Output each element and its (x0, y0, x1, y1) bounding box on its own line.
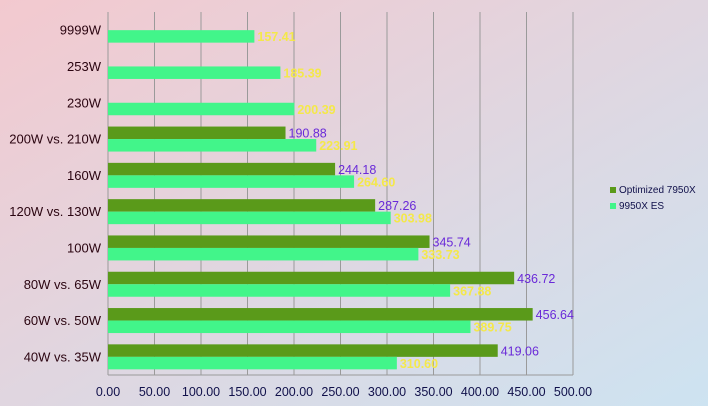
category-label: 100W (67, 240, 102, 255)
legend-label: Optimized 7950X (619, 185, 696, 196)
category-label: 9999W (60, 23, 102, 38)
data-label: 333.73 (421, 248, 459, 262)
data-label: 345.74 (433, 235, 471, 249)
x-tick-label: 200.00 (275, 385, 313, 399)
data-label: 190.88 (289, 127, 327, 141)
bar-9950x-es (108, 247, 419, 261)
data-label: 310.60 (400, 357, 438, 371)
bar-9950x-es (108, 30, 255, 43)
x-tick-label: 100.00 (182, 385, 220, 399)
x-tick-label: 350.00 (414, 385, 452, 399)
category-label: 200W vs. 210W (9, 132, 101, 147)
data-label: 244.18 (338, 163, 376, 177)
bar-9950x-es (108, 320, 471, 334)
bar-9950x-es (108, 284, 451, 297)
x-tick-label: 450.00 (507, 385, 545, 399)
category-label: 253W (67, 59, 102, 74)
x-axis: 0.00 50.00 100.00 150.00 200.00 250.00 300.00 3… (96, 385, 592, 399)
data-label: 287.26 (378, 199, 416, 213)
bar-9950x-es (108, 102, 295, 116)
category-label: 40W vs. 35W (24, 349, 102, 364)
x-tick-label: 500.00 (554, 385, 592, 399)
data-label: 264.60 (357, 175, 395, 189)
bar-optimized-7950x (108, 344, 498, 357)
bar-9950x-es (108, 211, 391, 225)
data-label: 419.06 (501, 344, 539, 358)
x-tick-label: 150.00 (228, 385, 266, 399)
bar-optimized-7950x (108, 199, 376, 212)
bar-optimized-7950x (108, 271, 515, 285)
y-axis: 9999W 253W 230W 200W vs. 210W 160W 120W vs. 1… (9, 23, 101, 365)
bar-9950x-es (108, 139, 317, 152)
data-label: 223.91 (319, 139, 357, 153)
bar-9950x-es (108, 356, 397, 370)
legend-swatch (610, 203, 616, 209)
category-label: 120W vs. 130W (9, 204, 101, 219)
bar-optimized-7950x (108, 162, 336, 176)
x-tick-label: 300.00 (368, 385, 406, 399)
bar-optimized-7950x (108, 126, 286, 140)
x-tick-label: 250.00 (321, 385, 359, 399)
category-label: 230W (67, 95, 102, 110)
bars (108, 30, 533, 370)
category-label: 80W vs. 65W (24, 277, 102, 292)
data-label: 200.39 (297, 103, 335, 117)
data-label: 367.88 (453, 284, 491, 298)
data-label: 303.98 (394, 212, 432, 226)
data-label: 389.75 (473, 321, 511, 335)
data-label: 456.64 (536, 308, 574, 322)
legend-label: 9950X ES (619, 201, 664, 212)
data-label: 157.41 (257, 30, 295, 44)
legend-swatch (610, 187, 616, 193)
x-tick-label: 400.00 (461, 385, 499, 399)
x-tick-label: 0.00 (96, 385, 120, 399)
bar-optimized-7950x (108, 235, 430, 248)
bar-9950x-es (108, 175, 355, 188)
data-label: 185.39 (283, 66, 321, 80)
x-tick-label: 50.00 (139, 385, 170, 399)
legend: Optimized 7950X 9950X ES (610, 185, 696, 212)
bar-9950x-es (108, 66, 281, 79)
bar-optimized-7950x (108, 308, 533, 321)
category-label: 160W (67, 168, 102, 183)
category-label: 60W vs. 50W (24, 313, 102, 328)
data-label: 436.72 (517, 272, 555, 286)
